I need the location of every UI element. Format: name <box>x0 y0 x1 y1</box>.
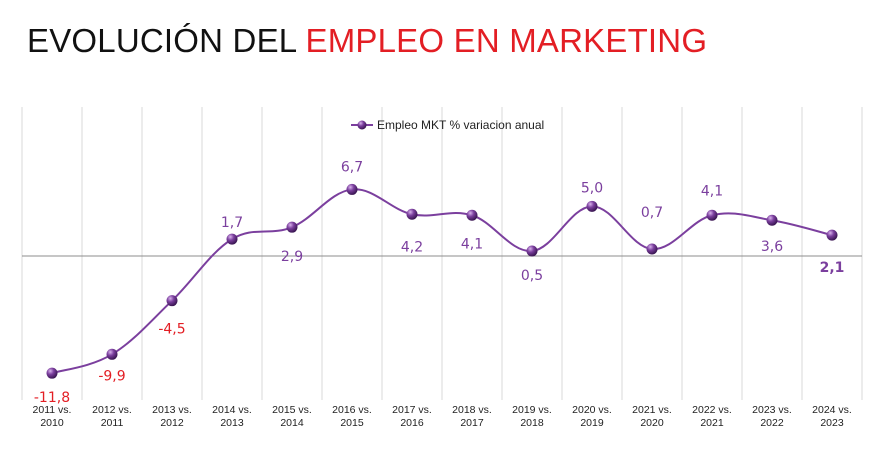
data-label: 4,1 <box>461 236 483 252</box>
data-point <box>526 245 538 257</box>
data-label: 2,9 <box>281 249 303 265</box>
data-point <box>106 348 118 360</box>
x-tick-label: 2022 vs. 2021 <box>692 404 732 429</box>
data-label: 1,7 <box>221 215 243 231</box>
data-label: -4,5 <box>158 322 185 338</box>
data-point <box>706 209 718 221</box>
data-point <box>46 367 58 379</box>
chart-gridlines <box>21 107 863 400</box>
title-part-2: EMPLEO EN MARKETING <box>305 22 708 59</box>
data-point <box>166 295 178 307</box>
data-label: 4,2 <box>401 239 423 255</box>
data-label: -11,8 <box>34 390 70 406</box>
x-tick-label: 2021 vs. 2020 <box>632 404 672 429</box>
data-point <box>346 183 358 195</box>
data-label: 0,5 <box>521 268 543 284</box>
data-point <box>286 221 298 233</box>
legend-label: Empleo MKT % variacion anual <box>377 118 544 132</box>
data-label: 0,7 <box>641 205 663 221</box>
data-label: -9,9 <box>98 368 125 384</box>
x-tick-labels: 2011 vs. 2010 2012 vs. 2011 2013 vs. 2012 2014… <box>33 404 852 429</box>
x-tick-label: 2020 vs. 2019 <box>572 404 612 429</box>
data-label: 2,1 <box>820 260 845 276</box>
title-part-1: EVOLUCIÓN DEL <box>27 22 297 59</box>
x-tick-label: 2023 vs. 2022 <box>752 404 792 429</box>
data-label: 6,7 <box>341 159 363 175</box>
data-point <box>406 208 418 220</box>
x-tick-label: 2024 vs. 2023 <box>812 404 852 429</box>
data-points <box>46 183 838 379</box>
data-point <box>646 243 658 255</box>
x-tick-label: 2013 vs. 2012 <box>152 404 192 429</box>
x-tick-label: 2015 vs. 2014 <box>272 404 312 429</box>
x-tick-label: 2014 vs. 2013 <box>212 404 252 429</box>
legend-point-marker <box>357 120 367 130</box>
x-tick-label: 2011 vs. 2010 <box>33 404 72 429</box>
data-point <box>226 233 238 245</box>
data-point <box>466 209 478 221</box>
data-point <box>586 200 598 212</box>
x-tick-label: 2018 vs. 2017 <box>452 404 492 429</box>
x-tick-label: 2012 vs. 2011 <box>92 404 132 429</box>
x-tick-label: 2017 vs. 2016 <box>392 404 432 429</box>
x-tick-label: 2016 vs. 2015 <box>332 404 372 429</box>
data-labels: -11,8 -9,9 -4,5 1,7 2,9 6,7 4,2 4,1 0,5 5,0 0,7 4,1… <box>34 159 845 406</box>
data-point <box>766 214 778 226</box>
data-point <box>826 229 838 241</box>
data-label: 4,1 <box>701 183 723 199</box>
data-label: 3,6 <box>761 239 783 255</box>
legend: Empleo MKT % variacion anual <box>351 118 544 132</box>
data-label: 5,0 <box>581 180 603 196</box>
chart-title: EVOLUCIÓN DEL EMPLEO EN MARKETING <box>27 22 707 60</box>
x-tick-label: 2019 vs. 2018 <box>512 404 552 429</box>
